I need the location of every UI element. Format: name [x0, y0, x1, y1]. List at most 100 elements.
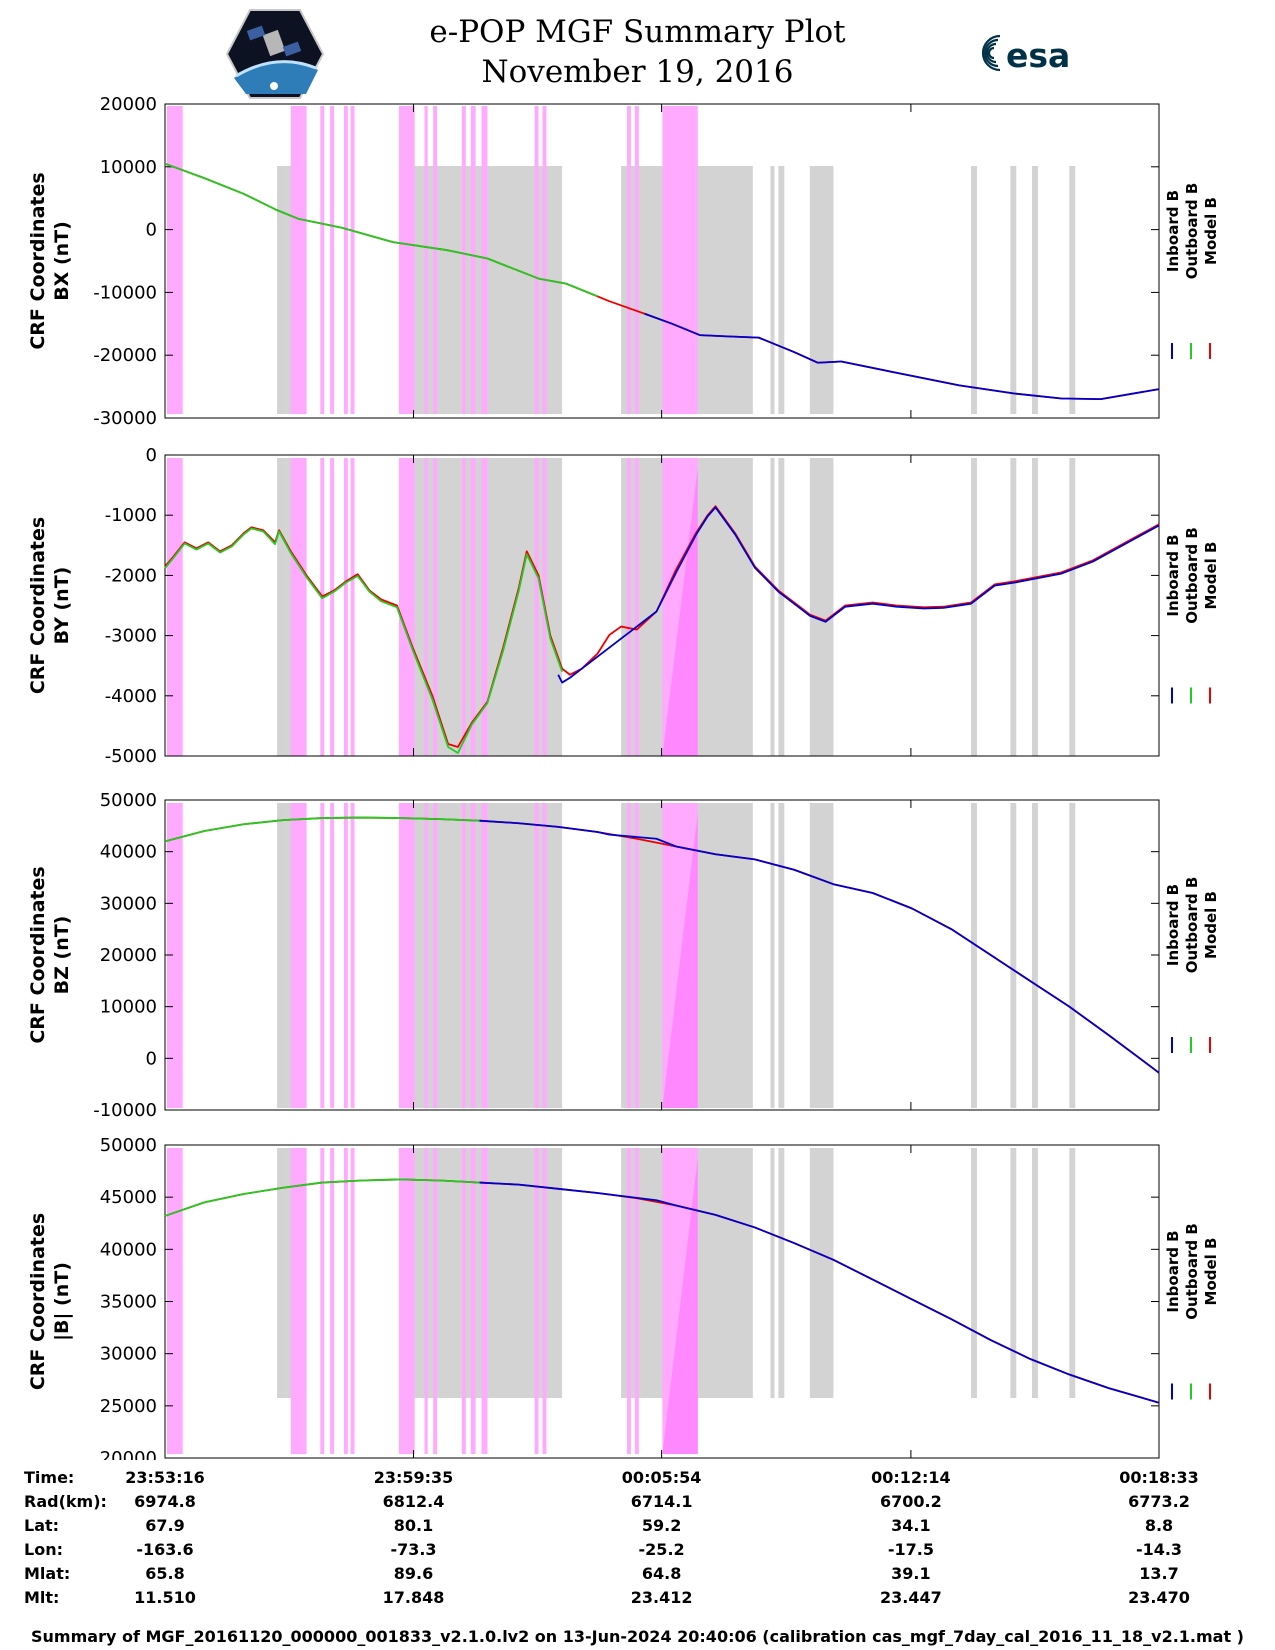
gray-data-gap-band [971, 166, 977, 414]
pink-flag-band [627, 106, 631, 414]
ephemeris-cell: 11.510 [134, 1588, 196, 1607]
pink-flag-band [481, 803, 486, 1108]
legend-outboard-label: Outboard B [1183, 527, 1201, 624]
legend: Inboard B Outboard B Model B [1164, 877, 1220, 1053]
gray-data-gap-band [1069, 803, 1076, 1108]
legend-model-label: Model B [1202, 891, 1220, 959]
pink-flag-band [481, 458, 486, 756]
pink-flag-band [433, 803, 438, 1108]
ephemeris-row: Lon: -163.6 -73.3 -25.2 -17.5 -14.3 [0, 1540, 1275, 1564]
y-tick-label: -20000 [93, 345, 157, 366]
plot-title: e-POP MGF Summary Plot [429, 14, 846, 50]
ephemeris-row-label: Time: [24, 1468, 75, 1487]
pink-flag-band [343, 458, 348, 756]
y-tick-label: 20000 [100, 1448, 157, 1460]
ephemeris-cell: 67.9 [145, 1516, 185, 1535]
pink-flag-band [470, 458, 476, 756]
ephemeris-cell: 6812.4 [382, 1492, 445, 1511]
pink-flag-band [290, 106, 307, 414]
inboard-b-line [479, 1181, 1160, 1404]
pink-flag-band [542, 1148, 547, 1454]
pink-flag-band [330, 803, 335, 1108]
pink-flag-band [662, 106, 698, 414]
y-axis-label-line1: CRF Coordinates [27, 866, 49, 1043]
ephemeris-cell: -17.5 [887, 1540, 934, 1559]
y-axis-label-line2: BY (nT) [51, 567, 73, 645]
ephemeris-cell: 00:18:33 [1119, 1468, 1199, 1487]
inboard-b-line [479, 819, 1160, 1074]
ephemeris-row-label: Lat: [24, 1516, 60, 1535]
gray-data-gap-band [778, 803, 785, 1108]
gray-data-gap-band [277, 1148, 287, 1398]
pink-flag-band [485, 803, 488, 1108]
y-tick-label: 30000 [100, 893, 157, 914]
ephemeris-cell: 23:59:35 [373, 1468, 454, 1487]
pink-flag-band [320, 803, 325, 1108]
y-tick-label: 35000 [100, 1292, 157, 1313]
y-tick-label: -10000 [93, 282, 157, 303]
gray-data-gap-band [1010, 166, 1017, 414]
pink-flag-band [424, 458, 428, 756]
ephemeris-table: Time: 23:53:16 23:59:35 00:05:54 00:12:14 00:… [0, 1468, 1275, 1618]
pink-flag-band [398, 106, 415, 414]
ephemeris-cell: 00:05:54 [621, 1468, 702, 1487]
pink-flag-band [398, 803, 415, 1108]
gray-data-gap-band [1010, 458, 1017, 756]
legend-outboard-label: Outboard B [1183, 1223, 1201, 1320]
pink-flag-band [290, 803, 307, 1108]
pink-flag-band [433, 1148, 438, 1454]
pink-flag-band [424, 106, 428, 414]
ephemeris-cell: -73.3 [390, 1540, 437, 1559]
ephemeris-cell: 23.447 [880, 1588, 942, 1607]
pink-flag-band [634, 458, 639, 756]
gray-data-gap-band [277, 458, 287, 756]
pink-flag-band [330, 458, 335, 756]
gray-data-gap-band [971, 1148, 977, 1398]
panel-b: 20000 25000 30000 35000 40000 45000 50000 CRF C… [27, 1135, 1220, 1460]
ephemeris-cell: 34.1 [891, 1516, 931, 1535]
pink-flag-band [634, 106, 639, 414]
legend-model-label: Model B [1202, 542, 1220, 610]
pink-flag-band [166, 106, 183, 414]
y-axis-label: CRF Coordinates BY (nT) [27, 517, 73, 694]
panel-bx: -30000 -20000 -10000 0 10000 20000 CRF Coordin… [27, 94, 1220, 429]
ephemeris-cell: 59.2 [641, 1516, 682, 1535]
y-tick-label: -10000 [93, 1100, 157, 1121]
pink-flag-band [320, 458, 325, 756]
legend-outboard-label: Outboard B [1183, 877, 1201, 974]
pink-flag-band [343, 1148, 348, 1454]
pink-flag-band [627, 1148, 631, 1454]
gray-data-gap-band [1010, 1148, 1017, 1398]
pink-flag-band [470, 106, 476, 414]
gray-data-gap-band [778, 166, 785, 414]
footer-caption: Summary of MGF_20161120_000000_001833_v2… [31, 1627, 1244, 1646]
gray-data-gap-band [1031, 166, 1038, 414]
y-tick-label: 30000 [100, 1344, 157, 1365]
ephemeris-cell: -14.3 [1135, 1540, 1183, 1559]
pink-flag-band [481, 1148, 486, 1454]
pink-flag-band [461, 803, 466, 1108]
ephemeris-cell: 80.1 [393, 1516, 434, 1535]
pink-flag-band [542, 106, 547, 414]
y-tick-label: 40000 [100, 842, 157, 863]
y-tick-label: 50000 [100, 1135, 157, 1156]
outboard-b-line [164, 1178, 480, 1217]
ephemeris-cell: 6700.2 [880, 1492, 942, 1511]
y-tick-label: -4000 [105, 686, 157, 707]
pink-flag-band [461, 458, 466, 756]
y-axis-label-line2: |B| (nT) [51, 1262, 73, 1341]
gray-data-gap-band [971, 803, 977, 1108]
pink-flag-band [485, 458, 488, 756]
ephemeris-cell: 65.8 [145, 1564, 185, 1583]
y-tick-label: 10000 [100, 157, 157, 178]
legend-inboard-label: Inboard B [1164, 190, 1182, 272]
pink-ramp-shape [662, 813, 698, 1108]
y-tick-label: 45000 [100, 1187, 157, 1208]
ephemeris-cell: 64.8 [641, 1564, 682, 1583]
pink-flag-band [343, 803, 348, 1108]
legend-model-label: Model B [1202, 1238, 1220, 1306]
y-tick-label: 0 [146, 220, 157, 241]
gray-data-gap-band [1069, 458, 1076, 756]
pink-flag-band [534, 458, 539, 756]
ephemeris-cell: 13.7 [1139, 1564, 1179, 1583]
